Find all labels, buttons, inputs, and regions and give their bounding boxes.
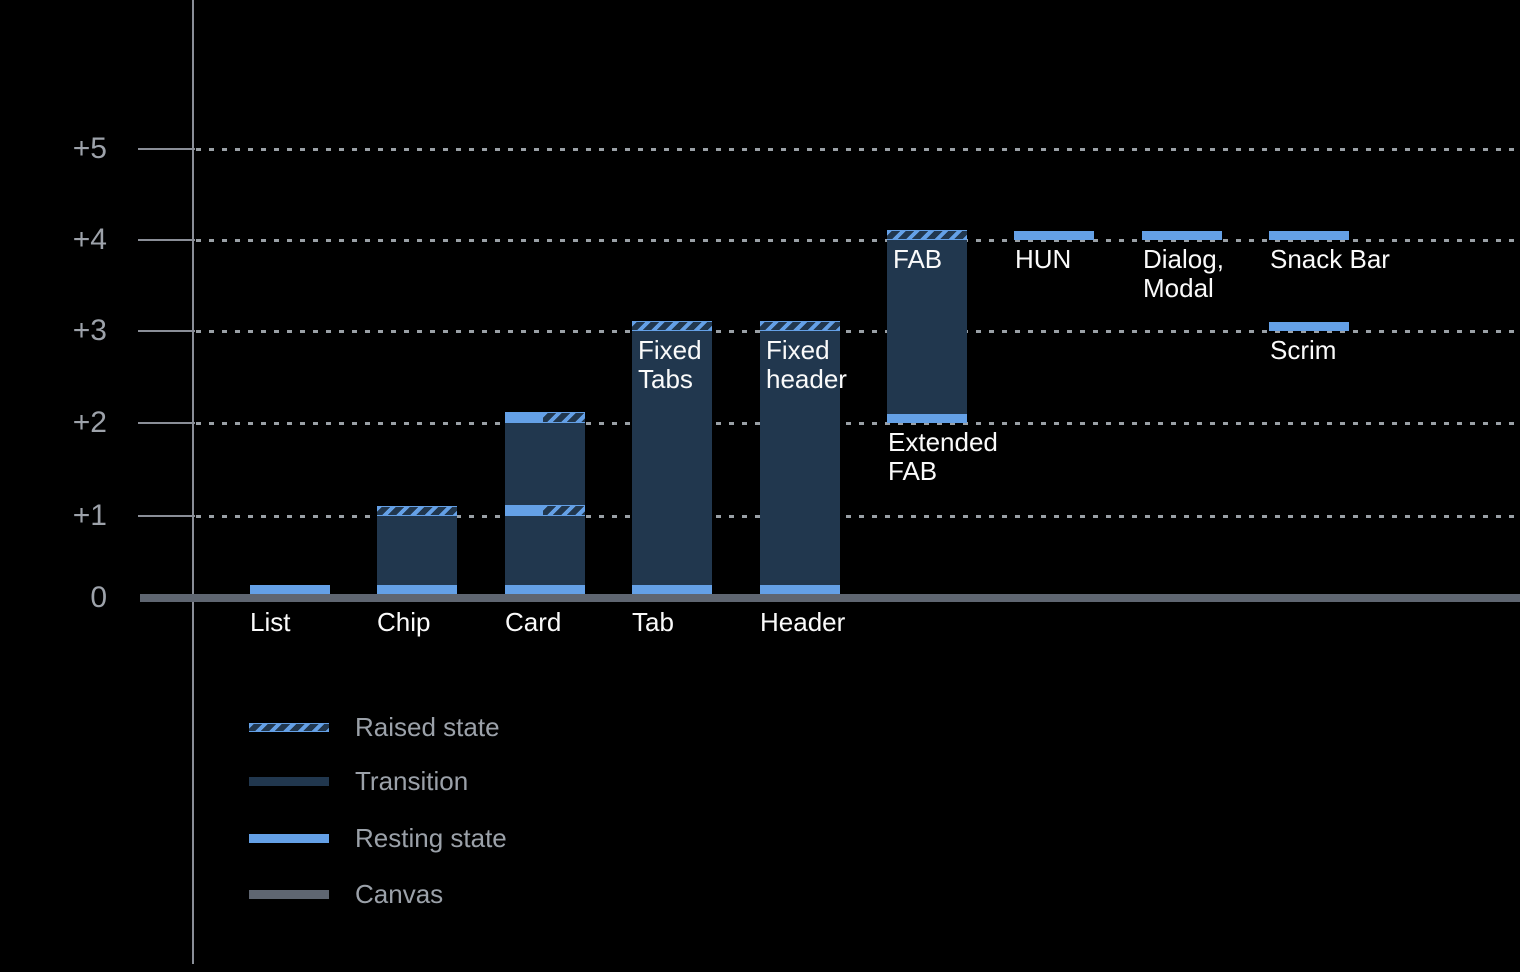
legend-swatch-raised [249, 722, 329, 732]
bar-chip-label: Chip [377, 608, 430, 637]
legend-item-raised-state: Raised state [249, 711, 500, 742]
bar-card-split-band-1 [505, 505, 585, 516]
legend-label-raised-state: Raised state [355, 711, 500, 742]
legend-label-resting-state: Resting state [355, 822, 507, 853]
bar-chip-resting-segment [377, 585, 457, 594]
y-tick-label-4: +4 [72, 223, 107, 256]
legend-item-canvas: Canvas [249, 878, 444, 909]
bar-tab-transition-segment [632, 331, 712, 594]
bar-dialog-modal-label: Dialog, Modal [1143, 245, 1224, 303]
bar-header-label: Header [760, 608, 845, 637]
y-axis-line [192, 0, 194, 964]
legend-label-canvas: Canvas [355, 878, 444, 909]
bar-hun-label: HUN [1015, 245, 1071, 274]
bar-dialog-modal-resting-segment [1142, 231, 1222, 240]
legend-item-transition: Transition [249, 765, 469, 796]
gridline-4 [196, 239, 1520, 242]
gridline-1 [196, 515, 1520, 518]
bar-fab-label-line: Extended [888, 427, 998, 457]
bar-card-raised-segment-1 [543, 505, 585, 516]
bar-header-label-line: Header [760, 607, 846, 637]
tick-mark-5 [138, 148, 195, 150]
bar-dialog-modal-label-line: Modal [1143, 273, 1214, 303]
y-tick-label-2: +2 [72, 406, 107, 439]
y-tick-label-0: 0 [90, 581, 107, 614]
gridline-2 [196, 422, 1520, 425]
bar-chip-label-line: Chip [377, 607, 431, 637]
bar-card-resting-segment-2 [505, 412, 543, 423]
bar-fab-label-line: FAB [893, 244, 943, 274]
bar-tab-raised-segment [632, 321, 712, 331]
gridline-5 [196, 148, 1520, 151]
bar-tab-resting-segment [632, 585, 712, 594]
bar-card-split-band-2 [505, 412, 585, 423]
bar-header-resting-segment [760, 585, 840, 594]
bar-card-label-line: Card [505, 607, 562, 637]
gridline-3 [196, 330, 1520, 333]
bar-hun-resting-segment [1014, 231, 1094, 240]
bar-card-label: Card [505, 608, 561, 637]
bar-fab-label-inside: FAB [893, 245, 942, 274]
legend-item-resting-state: Resting state [249, 822, 507, 853]
bar-snack-bar-resting-segment [1269, 231, 1349, 240]
bar-header-label-line: header [766, 364, 847, 394]
bar-fab-transition-segment [887, 240, 967, 423]
bar-fab-label-line: FAB [888, 456, 938, 486]
bar-header-label-line: Fixed [766, 335, 830, 365]
bar-dialog-modal-label-line: Dialog, [1143, 244, 1224, 274]
bar-header-transition-segment [760, 331, 840, 594]
bar-scrim-label-line: Scrim [1270, 335, 1337, 365]
bar-scrim-resting-segment [1269, 322, 1349, 331]
tick-mark-2 [138, 422, 195, 424]
bar-tab-label-line: Tabs [638, 364, 693, 394]
tick-mark-3 [138, 330, 195, 332]
bar-fab-label: Extended FAB [888, 428, 998, 486]
bar-header-raised-segment [760, 321, 840, 331]
legend-label-transition: Transition [355, 765, 469, 796]
bar-fab-resting-segment [887, 414, 967, 423]
bar-snack-bar-label-line: Snack Bar [1270, 244, 1390, 274]
bar-fab-raised-segment [887, 230, 967, 240]
bar-scrim-label: Scrim [1270, 336, 1336, 365]
legend-swatch-canvas [249, 889, 329, 899]
y-tick-label-3: +3 [72, 314, 107, 347]
bar-tab-label-inside: Fixed Tabs [638, 336, 702, 394]
bar-card-resting-segment-1 [505, 505, 543, 516]
y-tick-label-5: +5 [72, 132, 107, 165]
bar-list-label: List [250, 608, 290, 637]
bar-snack-bar-label: Snack Bar [1270, 245, 1390, 274]
y-tick-label-1: +1 [72, 499, 107, 532]
legend-swatch-transition [249, 776, 329, 786]
bar-hun-label-line: HUN [1015, 244, 1072, 274]
bar-card-raised-segment-2 [543, 412, 585, 423]
bar-header-label-inside: Fixed header [766, 336, 847, 394]
legend-swatch-resting [249, 833, 329, 843]
canvas-baseline [140, 594, 1520, 602]
tick-mark-4 [138, 239, 195, 241]
bar-tab-label-line: Fixed [638, 335, 702, 365]
bar-list-resting-segment [250, 585, 330, 594]
tick-mark-1 [138, 515, 195, 517]
bar-chip-raised-segment [377, 506, 457, 516]
bar-list-label-line: List [250, 607, 291, 637]
bar-chip-transition-segment [377, 516, 457, 594]
bar-tab-label-line: Tab [632, 607, 674, 637]
bar-card-resting-segment [505, 585, 585, 594]
bar-tab-label: Tab [632, 608, 674, 637]
